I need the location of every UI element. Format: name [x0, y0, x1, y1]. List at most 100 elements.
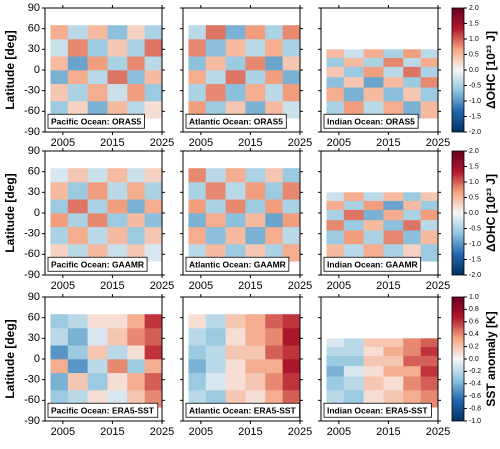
x-tick-label: 2015: [376, 137, 400, 149]
heat-cell: [363, 209, 384, 221]
heat-cell: [403, 346, 421, 356]
heat-cell: [87, 182, 108, 200]
heat-cell: [205, 372, 226, 391]
heat-cell: [50, 314, 69, 329]
x-tick-label: 2025: [426, 137, 450, 149]
colorbar-tick-label: 0.0: [469, 67, 479, 74]
heat-cell: [383, 87, 404, 102]
heat-cell: [420, 66, 439, 78]
colorbar-tick-label: -1.5: [469, 113, 481, 120]
heat-cell: [188, 213, 207, 228]
heat-cell: [265, 83, 283, 102]
heat-cell: [282, 345, 301, 360]
panel-label: Atlantic Ocean: ERA5-SST: [189, 405, 297, 415]
heat-cell: [188, 83, 207, 102]
heat-cell: [343, 87, 364, 102]
heat-cell: [363, 87, 384, 102]
heat-cell: [420, 230, 439, 245]
colorbar-tick-label: 0.8: [469, 306, 479, 313]
heat-cell: [225, 372, 246, 391]
heat-cell: [87, 168, 108, 183]
heat-cell: [343, 76, 364, 88]
x-tick-label: 2025: [288, 426, 312, 438]
x-tick-label: 2005: [327, 137, 351, 149]
heat-cell: [403, 87, 421, 102]
heat-cell: [188, 168, 207, 183]
y-tick-label: 30: [28, 332, 40, 344]
heat-cell: [245, 70, 266, 85]
x-tick-label: 2015: [100, 280, 124, 292]
heat-cell: [225, 70, 246, 85]
heat-cell: [188, 70, 207, 85]
x-tick-label: 2025: [150, 280, 174, 292]
heat-cell: [225, 39, 246, 57]
heat-cell: [265, 359, 283, 374]
heat-cell: [87, 372, 108, 391]
heat-cell: [403, 209, 421, 221]
heat-cell: [282, 359, 301, 374]
heat-cell: [343, 57, 364, 67]
panel-label: Atlantic Ocean: GAAMR: [189, 259, 286, 269]
heat-cell: [188, 314, 207, 329]
heat-cell: [50, 25, 69, 40]
heat-cell: [107, 213, 128, 228]
y-tick-label: 60: [28, 312, 40, 324]
heat-cell: [282, 213, 301, 228]
heat-cell: [420, 49, 439, 58]
heat-cell: [265, 314, 283, 329]
colorbar-tick-label: -0.5: [469, 82, 481, 89]
heat-cell: [420, 200, 439, 210]
heat-cell: [225, 182, 246, 200]
heat-cell: [343, 355, 364, 367]
heat-cell: [265, 345, 283, 360]
heat-cell: [326, 376, 345, 391]
heat-cell: [127, 25, 145, 40]
heat-cell: [326, 230, 345, 245]
heat-cell: [127, 70, 145, 85]
colorbar-label: ΔOHC [10²³ J]: [484, 31, 498, 109]
heat-cell: [127, 83, 145, 102]
x-tick-label: 2015: [238, 426, 262, 438]
x-tick-label: 2005: [327, 280, 351, 292]
y-tick-label: 90: [28, 2, 40, 14]
heat-cell: [144, 328, 163, 346]
colorbar-tick-label: 1.0: [469, 294, 479, 301]
heat-cell: [420, 101, 439, 119]
heat-cell: [107, 199, 128, 214]
x-tick-label: 2005: [51, 280, 75, 292]
heat-cell: [383, 209, 404, 221]
y-tick-label: 0: [34, 207, 40, 219]
heat-cell: [326, 192, 345, 201]
panel-label: Indian Ocean: ORAS5: [327, 116, 415, 126]
colorbar-tick-label: -2.0: [469, 129, 481, 136]
heat-cell: [265, 226, 283, 245]
heat-cell: [107, 314, 128, 329]
heat-cell: [403, 200, 421, 210]
x-tick-label: 2015: [100, 426, 124, 438]
heat-cell: [188, 182, 207, 200]
colorbar: [451, 150, 465, 276]
heat-cell: [225, 25, 246, 40]
heat-cell: [225, 328, 246, 346]
heat-cell: [403, 230, 421, 245]
heat-cell: [326, 66, 345, 78]
heat-cell: [420, 57, 439, 67]
heat-cell: [87, 359, 108, 374]
heat-cell: [144, 70, 163, 85]
y-tick-label: -30: [24, 85, 40, 97]
heat-cell: [383, 365, 404, 377]
heat-cell: [144, 168, 163, 183]
panel-label-box: [323, 256, 422, 272]
panel-label-box: [185, 256, 290, 272]
heat-cell: [420, 338, 439, 347]
heat-cell: [383, 219, 404, 231]
heat-cell: [265, 56, 283, 71]
heat-cell: [420, 376, 439, 391]
x-tick-label: 2025: [288, 280, 312, 292]
heat-cell: [67, 25, 88, 40]
heat-cell: [343, 346, 364, 356]
heat-cell: [420, 355, 439, 367]
heat-cell: [265, 182, 283, 200]
heat-cell: [403, 355, 421, 367]
heat-cell: [265, 372, 283, 391]
